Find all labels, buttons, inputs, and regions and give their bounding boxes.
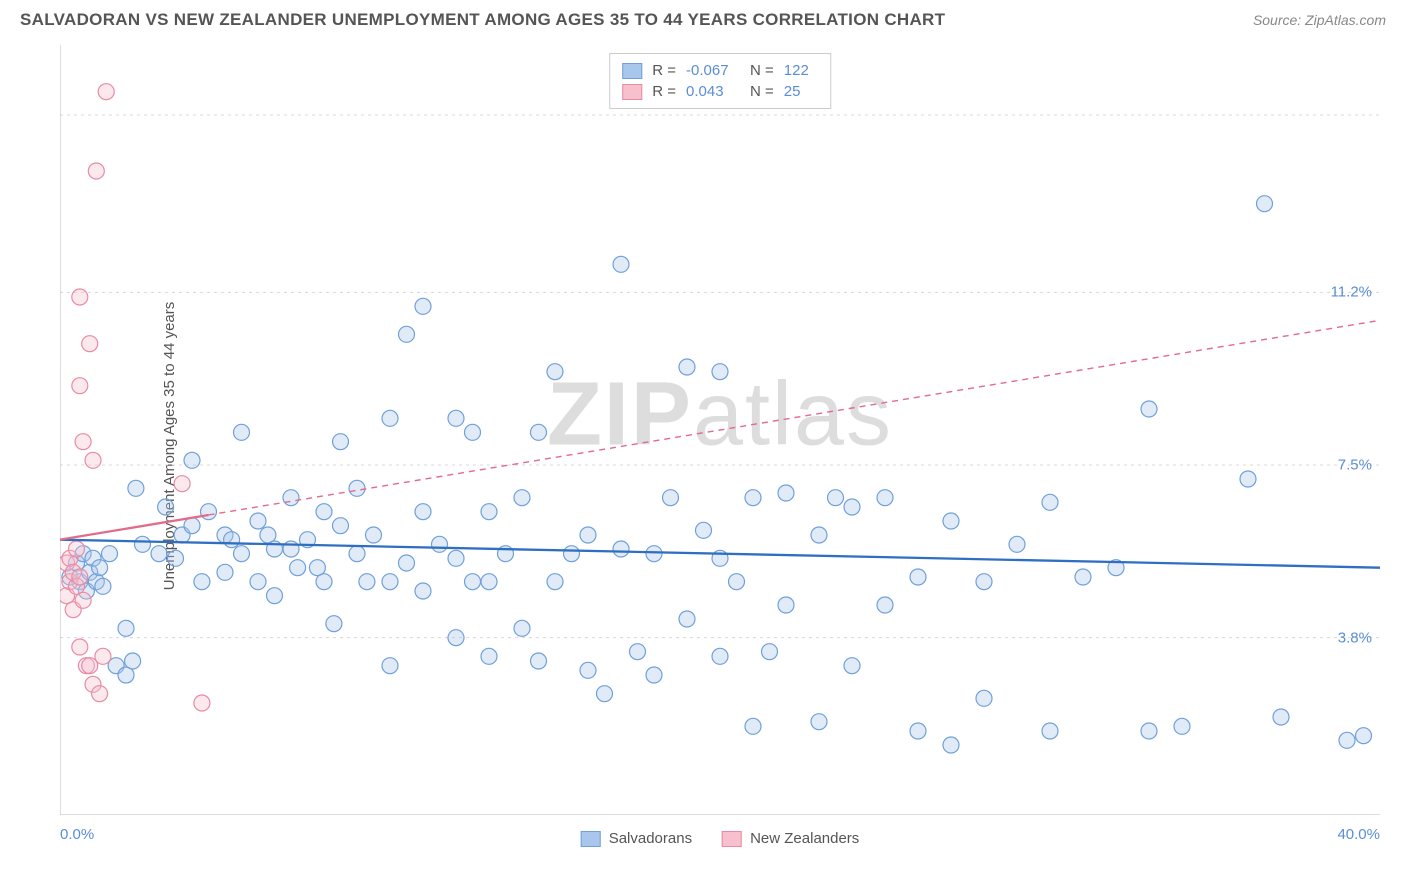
legend-series-label: Salvadorans: [609, 830, 692, 847]
legend-n-label: N =: [750, 83, 774, 100]
y-tick-label: 7.5%: [1338, 457, 1372, 474]
legend-correlation-row: R = -0.067 N = 122: [622, 60, 818, 81]
legend-series-label: New Zealanders: [750, 830, 859, 847]
legend-n-value: 25: [784, 83, 818, 100]
source-name: ZipAtlas.com: [1305, 12, 1386, 28]
legend-n-label: N =: [750, 62, 774, 79]
chart-title: SALVADORAN VS NEW ZEALANDER UNEMPLOYMENT…: [20, 10, 945, 30]
y-tick-label: 3.8%: [1338, 629, 1372, 646]
legend-n-value: 122: [784, 62, 818, 79]
chart-header: SALVADORAN VS NEW ZEALANDER UNEMPLOYMENT…: [0, 0, 1406, 30]
legend-r-value: -0.067: [686, 62, 740, 79]
legend-series-item: Salvadorans: [581, 830, 692, 847]
x-tick-label: 40.0%: [1337, 826, 1380, 843]
legend-series-item: New Zealanders: [722, 830, 859, 847]
legend-series: Salvadorans New Zealanders: [581, 830, 860, 847]
legend-swatch: [581, 831, 601, 847]
legend-correlation-row: R = 0.043 N = 25: [622, 81, 818, 102]
x-tick-label: 0.0%: [60, 826, 94, 843]
source-prefix: Source:: [1253, 12, 1305, 28]
legend-swatch: [722, 831, 742, 847]
scatter-plot: [60, 45, 1380, 815]
chart-source: Source: ZipAtlas.com: [1253, 12, 1386, 28]
legend-r-value: 0.043: [686, 83, 740, 100]
legend-r-label: R =: [652, 83, 676, 100]
legend-swatch: [622, 84, 642, 100]
legend-r-label: R =: [652, 62, 676, 79]
legend-correlation: R = -0.067 N = 122 R = 0.043 N = 25: [609, 53, 831, 109]
y-tick-label: 11.2%: [1331, 284, 1372, 301]
chart-area: ZIPatlas R =-0.067N =122R =0.043N =25 3.…: [60, 45, 1380, 815]
legend-swatch: [622, 63, 642, 79]
